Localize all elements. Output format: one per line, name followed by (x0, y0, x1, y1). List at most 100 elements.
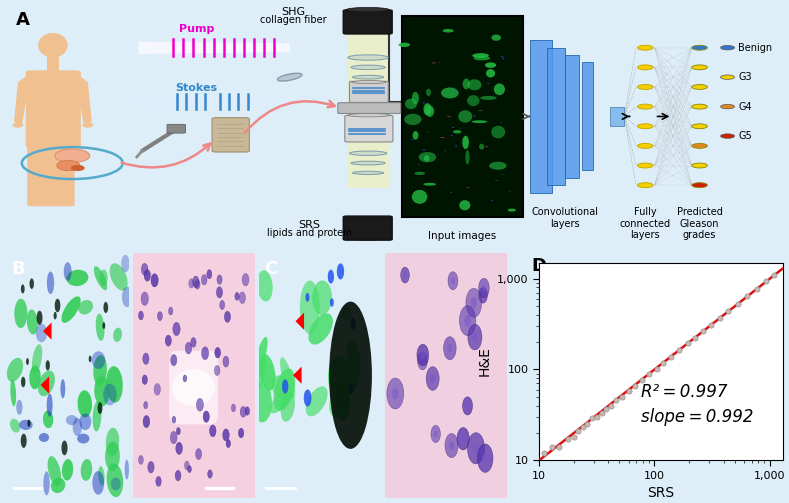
Ellipse shape (502, 174, 503, 175)
Ellipse shape (36, 311, 43, 325)
Circle shape (720, 45, 735, 50)
Ellipse shape (468, 324, 482, 350)
Circle shape (692, 65, 708, 70)
Ellipse shape (466, 288, 482, 317)
Ellipse shape (412, 92, 419, 104)
Point (689, 334, 701, 342)
Ellipse shape (57, 160, 80, 171)
Point (665, 353, 678, 361)
Ellipse shape (170, 431, 177, 444)
Text: D: D (531, 258, 546, 276)
Ellipse shape (413, 131, 418, 140)
Ellipse shape (487, 83, 489, 84)
Ellipse shape (481, 292, 484, 298)
Ellipse shape (77, 434, 89, 444)
Ellipse shape (462, 136, 469, 149)
Ellipse shape (453, 130, 462, 133)
Ellipse shape (464, 315, 471, 326)
FancyBboxPatch shape (167, 124, 185, 133)
Ellipse shape (491, 200, 493, 201)
Ellipse shape (62, 459, 73, 480)
Point (591, 413, 604, 421)
Ellipse shape (210, 425, 216, 437)
Ellipse shape (226, 440, 230, 448)
Ellipse shape (348, 114, 390, 117)
Circle shape (720, 75, 735, 79)
Ellipse shape (466, 187, 470, 188)
FancyArrowPatch shape (245, 101, 335, 133)
Ellipse shape (13, 122, 24, 128)
Point (731, 300, 744, 308)
Bar (47, 55, 59, 72)
FancyBboxPatch shape (564, 55, 579, 178)
Point (567, 433, 580, 441)
Ellipse shape (7, 358, 23, 382)
Ellipse shape (432, 62, 436, 63)
Ellipse shape (479, 278, 489, 298)
Ellipse shape (387, 378, 404, 409)
Ellipse shape (143, 415, 150, 428)
FancyBboxPatch shape (212, 118, 249, 152)
Ellipse shape (351, 65, 385, 69)
Ellipse shape (492, 126, 505, 138)
Ellipse shape (421, 351, 425, 359)
Ellipse shape (143, 353, 149, 365)
Ellipse shape (350, 151, 387, 155)
Polygon shape (43, 322, 51, 340)
Ellipse shape (417, 352, 428, 370)
FancyBboxPatch shape (345, 116, 393, 142)
Polygon shape (40, 376, 49, 394)
Text: lipids and protein: lipids and protein (267, 228, 352, 238)
Y-axis label: H&E: H&E (477, 347, 492, 376)
Ellipse shape (404, 114, 421, 125)
Ellipse shape (105, 442, 120, 471)
Ellipse shape (445, 434, 458, 458)
Ellipse shape (21, 434, 27, 448)
Ellipse shape (342, 307, 351, 320)
Point (623, 387, 635, 395)
Ellipse shape (238, 428, 244, 438)
FancyBboxPatch shape (343, 216, 392, 240)
Ellipse shape (509, 191, 510, 192)
Ellipse shape (125, 460, 129, 479)
Ellipse shape (113, 327, 122, 342)
Ellipse shape (185, 461, 189, 470)
Point (741, 292, 753, 300)
Ellipse shape (55, 149, 90, 162)
Text: C: C (264, 260, 277, 278)
Ellipse shape (336, 381, 350, 421)
Point (546, 443, 559, 451)
Ellipse shape (27, 309, 38, 334)
FancyBboxPatch shape (530, 40, 552, 193)
Circle shape (692, 124, 708, 129)
Circle shape (638, 183, 653, 188)
Ellipse shape (155, 476, 161, 486)
Ellipse shape (467, 95, 480, 106)
Ellipse shape (473, 442, 480, 454)
Ellipse shape (479, 288, 488, 303)
Polygon shape (14, 72, 37, 126)
Ellipse shape (219, 300, 225, 309)
Point (751, 285, 764, 293)
Ellipse shape (462, 397, 473, 415)
Ellipse shape (423, 103, 425, 104)
Ellipse shape (473, 53, 489, 58)
Text: B: B (11, 260, 24, 278)
Ellipse shape (259, 354, 275, 391)
Polygon shape (348, 33, 389, 188)
Polygon shape (138, 42, 290, 54)
Ellipse shape (470, 297, 477, 308)
Text: G3: G3 (739, 72, 752, 82)
Ellipse shape (349, 361, 360, 392)
Polygon shape (293, 367, 301, 384)
Ellipse shape (424, 103, 432, 115)
Ellipse shape (239, 292, 245, 304)
Ellipse shape (169, 307, 173, 315)
Ellipse shape (80, 413, 92, 430)
Ellipse shape (272, 375, 288, 397)
Ellipse shape (231, 404, 236, 412)
Ellipse shape (222, 429, 230, 441)
Ellipse shape (139, 311, 144, 320)
Ellipse shape (242, 274, 249, 286)
Circle shape (638, 143, 653, 148)
